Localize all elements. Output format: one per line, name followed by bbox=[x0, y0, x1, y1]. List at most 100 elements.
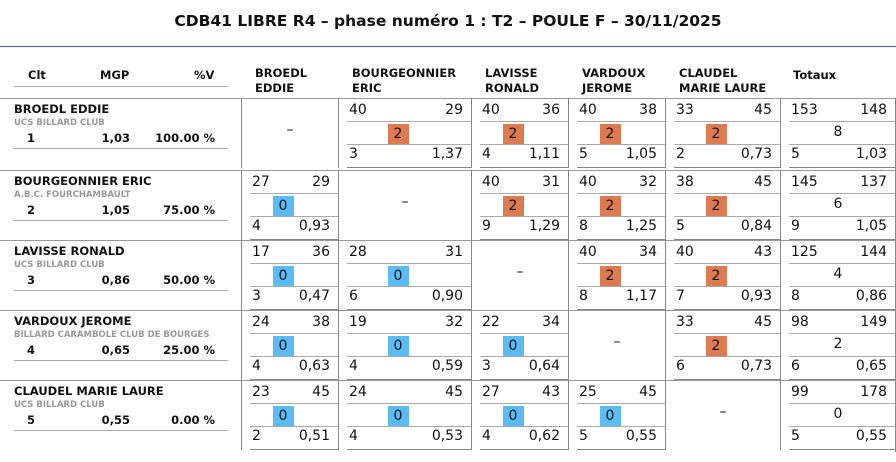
innings-line: 8 1,17 bbox=[577, 286, 665, 310]
points-target: 45 bbox=[445, 384, 463, 400]
points-scored: 28 bbox=[349, 244, 367, 260]
points-scored: 40 bbox=[579, 102, 597, 118]
innings: 8 bbox=[579, 218, 588, 234]
score-line: 23 45 bbox=[250, 383, 338, 404]
player-row: CLAUDEL MARIE LAURE UCS BILLARD CLUB 5 0,55… bbox=[0, 380, 896, 452]
innings-line: 5 1,05 bbox=[577, 144, 665, 168]
player-mgp: 0,65 bbox=[101, 343, 130, 357]
points-scored: 99 bbox=[791, 384, 809, 400]
match-cell: – bbox=[471, 240, 568, 310]
total-match-points: 2 bbox=[833, 336, 843, 352]
score-line: 25 45 bbox=[577, 383, 665, 404]
match-cell: 38 45 2 5 0,84 bbox=[665, 170, 780, 240]
player-rank: 3 bbox=[27, 273, 36, 287]
total-match-points: 8 bbox=[833, 124, 843, 140]
match-cell: 28 31 0 6 0,90 bbox=[338, 240, 471, 310]
points-target: 38 bbox=[312, 314, 330, 330]
match-points-badge: 2 bbox=[599, 196, 621, 216]
average: 0,65 bbox=[855, 358, 887, 374]
innings-line: 6 0,65 bbox=[789, 356, 895, 380]
match-points-badge: 2 bbox=[705, 196, 727, 216]
title-rule bbox=[0, 46, 896, 47]
innings-line: 5 0,84 bbox=[674, 216, 780, 240]
average: 1,11 bbox=[528, 146, 560, 162]
points-scored: 33 bbox=[676, 314, 694, 330]
points-scored: 19 bbox=[349, 314, 367, 330]
header-player-line1: BOURGEONNIER bbox=[352, 66, 457, 80]
player-mgp: 0,86 bbox=[101, 273, 130, 287]
player-club: BILLARD CARAMBOLE CLUB DE BOURGES bbox=[14, 330, 210, 340]
header-player-line2: RONALD bbox=[485, 81, 540, 95]
innings-line: 2 0,51 bbox=[250, 426, 338, 450]
points-scored: 40 bbox=[482, 174, 500, 190]
match-points-badge: 0 bbox=[387, 406, 409, 426]
empty-cell-mark: – bbox=[516, 264, 524, 280]
match-points-badge: 2 bbox=[502, 196, 524, 216]
innings-line: 7 0,93 bbox=[674, 286, 780, 310]
score-line: 24 38 bbox=[250, 313, 338, 334]
innings: 4 bbox=[349, 428, 358, 444]
average: 0,47 bbox=[298, 288, 330, 304]
average: 1,29 bbox=[528, 218, 560, 234]
player-win-pct: 75.00 % bbox=[163, 203, 215, 217]
match-points-badge: 2 bbox=[502, 124, 524, 144]
match-points-badge: 0 bbox=[272, 196, 294, 216]
match-cell: 40 29 2 3 1,37 bbox=[338, 98, 471, 168]
average: 0,73 bbox=[740, 146, 772, 162]
innings: 4 bbox=[482, 146, 491, 162]
match-points-badge: 2 bbox=[387, 124, 409, 144]
player-name: VARDOUX JEROME bbox=[14, 314, 132, 328]
empty-cell-mark: – bbox=[719, 404, 727, 420]
average: 0,73 bbox=[740, 358, 772, 374]
empty-cell-mark: – bbox=[401, 194, 409, 210]
innings: 2 bbox=[252, 428, 261, 444]
innings: 3 bbox=[482, 358, 491, 374]
empty-cell-mark: – bbox=[286, 122, 294, 138]
points-target: 148 bbox=[860, 102, 887, 118]
points-scored: 153 bbox=[791, 102, 818, 118]
header-totals: Totaux bbox=[793, 68, 837, 82]
points-target: 137 bbox=[860, 174, 887, 190]
points-target: 45 bbox=[639, 384, 657, 400]
player-row: BROEDL EDDIE UCS BILLARD CLUB 1 1,03 100.00 … bbox=[0, 98, 896, 168]
totals-cell: 99 178 0 5 0,55 bbox=[780, 380, 895, 450]
match-points-badge: 0 bbox=[502, 336, 524, 356]
points-scored: 40 bbox=[676, 244, 694, 260]
points-target: 29 bbox=[312, 174, 330, 190]
row-divider bbox=[0, 240, 896, 241]
header-player: BROEDL EDDIE bbox=[255, 66, 307, 96]
points-scored: 40 bbox=[482, 102, 500, 118]
points-scored: 33 bbox=[676, 102, 694, 118]
points-scored: 40 bbox=[579, 244, 597, 260]
innings-line: 3 1,37 bbox=[347, 144, 471, 168]
average: 0,86 bbox=[855, 288, 887, 304]
player-club: A.B.C. FOURCHAMBAULT bbox=[14, 190, 131, 200]
score-line: 40 38 bbox=[577, 101, 665, 122]
player-name: BOURGEONNIER ERIC bbox=[14, 174, 152, 188]
score-line: 40 29 bbox=[347, 101, 471, 122]
match-points-badge: 2 bbox=[705, 266, 727, 286]
innings-line: 4 0,93 bbox=[250, 216, 338, 240]
match-cell: 25 45 0 5 0,55 bbox=[568, 380, 665, 450]
player-row: LAVISSE RONALD UCS BILLARD CLUB 3 0,86 50.00… bbox=[0, 240, 896, 310]
innings-line: 9 1,29 bbox=[480, 216, 568, 240]
innings: 5 bbox=[791, 146, 800, 162]
innings-line: 9 1,05 bbox=[789, 216, 895, 240]
totals-cell: 153 148 8 5 1,03 bbox=[780, 98, 895, 168]
match-points-badge: 0 bbox=[272, 266, 294, 286]
player-win-pct: 50.00 % bbox=[163, 273, 215, 287]
average: 0,64 bbox=[528, 358, 560, 374]
header-clt: Clt bbox=[28, 68, 46, 82]
innings: 7 bbox=[676, 288, 685, 304]
score-line: 40 32 bbox=[577, 173, 665, 194]
match-cell: – bbox=[338, 170, 471, 240]
match-points-badge: 2 bbox=[599, 266, 621, 286]
match-cell: – bbox=[241, 98, 338, 168]
points-scored: 22 bbox=[482, 314, 500, 330]
score-line: 28 31 bbox=[347, 243, 471, 264]
player-divider bbox=[14, 430, 228, 431]
score-line: 27 43 bbox=[480, 383, 568, 404]
header-player: BOURGEONNIER ERIC bbox=[352, 66, 456, 96]
total-match-points: 4 bbox=[833, 266, 843, 282]
header-player: LAVISSE RONALD bbox=[485, 66, 539, 96]
